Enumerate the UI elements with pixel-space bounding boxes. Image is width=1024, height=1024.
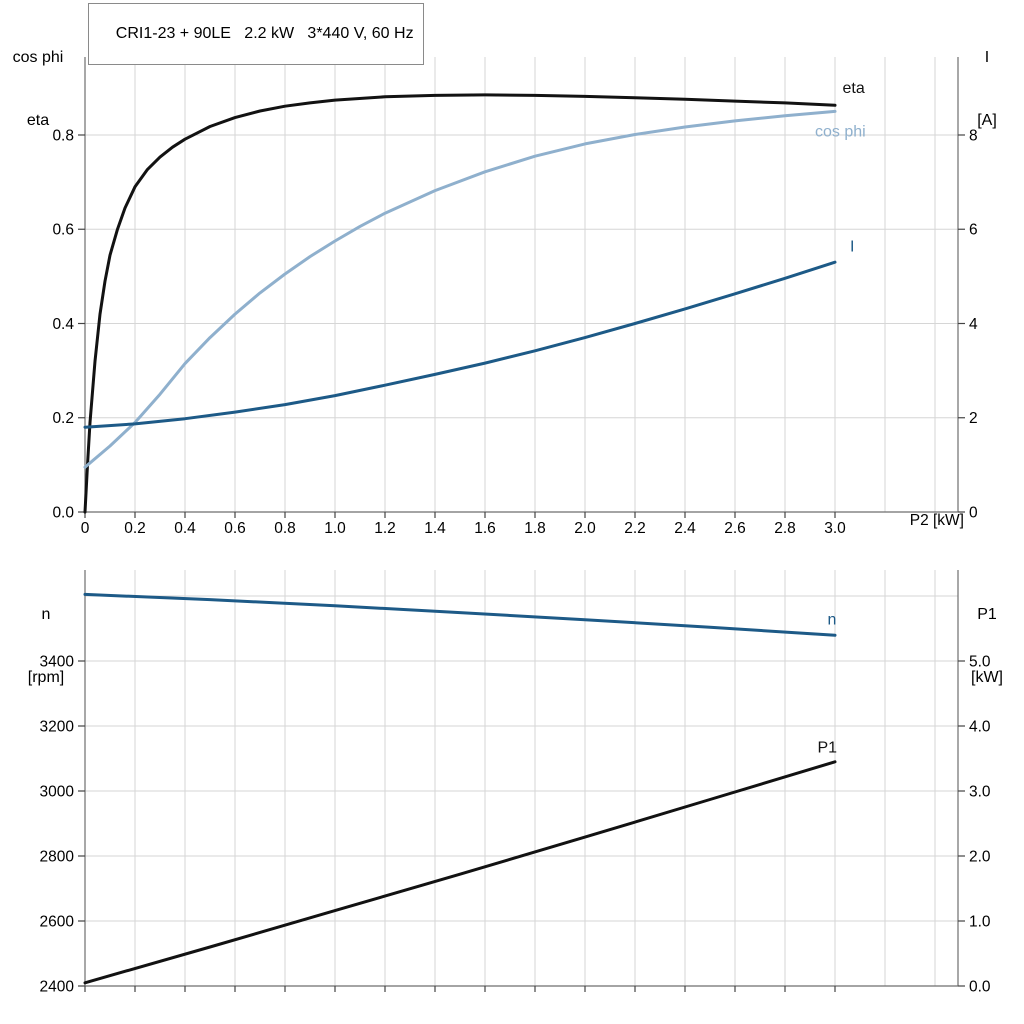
x-tick-label: 3.0	[824, 520, 846, 537]
y-left-tick-label: 2800	[40, 849, 75, 866]
series-n-curve	[83, 592, 837, 637]
x-axis-title: P2 [kW]	[909, 512, 964, 529]
y-right-tick-label: 4	[969, 316, 978, 333]
y-left-tick-label: 0.4	[52, 316, 74, 333]
x-tick-label: 1.8	[524, 520, 546, 537]
y-right-tick-label: 3.0	[969, 784, 991, 801]
y-right-tick-label: 2.0	[969, 849, 991, 866]
y-right-axis-title-line1: P1	[977, 606, 997, 623]
x-tick-label: 2.6	[724, 520, 746, 537]
y-right-tick-label: 0.0	[969, 979, 991, 996]
y-left-axis-title-line2: eta	[26, 112, 50, 129]
y-right-axis-title-top: I [A]	[958, 5, 1016, 173]
x-tick-label: 1.2	[374, 520, 396, 537]
x-tick-label: 0.4	[174, 520, 196, 537]
y-left-axis-title-line2: [rpm]	[27, 669, 65, 686]
series-cos-phi-curve	[83, 109, 837, 469]
y-left-tick-label: 3200	[40, 719, 75, 736]
y-left-tick-label: 0.0	[52, 505, 74, 522]
x-tick-label: 2.0	[574, 520, 596, 537]
y-left-axis-title-line1: n	[41, 606, 51, 623]
series-n-label: n	[828, 612, 837, 629]
y-left-tick-label: 0.2	[52, 410, 74, 427]
series-cos-phi-label: cos phi	[815, 124, 866, 141]
y-left-tick-label: 3000	[40, 784, 75, 801]
x-tick-label: 0.6	[224, 520, 246, 537]
y-right-tick-label: 1.0	[969, 914, 991, 931]
x-tick-label: 0.2	[124, 520, 146, 537]
x-tick-label: 2.4	[674, 520, 696, 537]
x-tick-label: 1.6	[474, 520, 496, 537]
series-I-label: I	[850, 239, 854, 256]
x-tick-label: 1.4	[424, 520, 446, 537]
series-eta-label: eta	[843, 80, 865, 97]
bottom-chart-svg: 2400 2600 2800 3000 3200 3400 0.0 1.0 2.0 3.0 4.0 5…	[40, 570, 991, 996]
y-left-tick-label: 0.8	[52, 127, 74, 144]
y-left-axis-title-top: cos phi eta	[2, 5, 74, 173]
x-tick-label: 2.8	[774, 520, 796, 537]
series-P1-curve	[83, 760, 837, 985]
y-right-axis-title-line2: [A]	[977, 112, 997, 129]
chart-title-box: CRI1-23 + 90LE 2.2 kW 3*440 V, 60 Hz	[88, 3, 424, 65]
y-left-tick-label: 2600	[40, 914, 75, 931]
x-tick-label: 2.2	[624, 520, 646, 537]
chart-title: CRI1-23 + 90LE 2.2 kW 3*440 V, 60 Hz	[115, 25, 414, 42]
y-left-tick-label: 0.6	[52, 222, 74, 239]
series-P1-label: P1	[818, 739, 838, 756]
x-tick-label: 0	[81, 520, 90, 537]
y-right-tick-label: 2	[969, 410, 978, 427]
y-right-axis-title-line2: [kW]	[971, 669, 1003, 686]
y-left-tick-label: 3400	[40, 654, 75, 671]
y-right-tick-label: 8	[969, 127, 978, 144]
y-right-tick-label: 5.0	[969, 654, 991, 671]
y-left-tick-label: 2400	[40, 979, 75, 996]
series-eta-curve	[83, 93, 837, 514]
top-chart-svg: 0.0 0.2 0.4 0.6 0.8 0 2 4 6 8 0 0.2 0.4 0.6 0.8 1.0 1.2 1…	[52, 57, 978, 537]
x-tick-label: 0.8	[274, 520, 296, 537]
series-I-curve	[83, 260, 837, 429]
y-left-axis-title-line1: cos phi	[12, 49, 64, 66]
y-left-axis-title-bottom: n [rpm]	[12, 562, 80, 730]
y-right-tick-label: 4.0	[969, 719, 991, 736]
y-right-tick-label: 0	[969, 505, 978, 522]
y-right-tick-label: 6	[969, 222, 978, 239]
y-right-axis-title-line1: I	[984, 49, 990, 66]
y-right-axis-title-bottom: P1 [kW]	[958, 562, 1016, 730]
x-tick-label: 1.0	[324, 520, 346, 537]
